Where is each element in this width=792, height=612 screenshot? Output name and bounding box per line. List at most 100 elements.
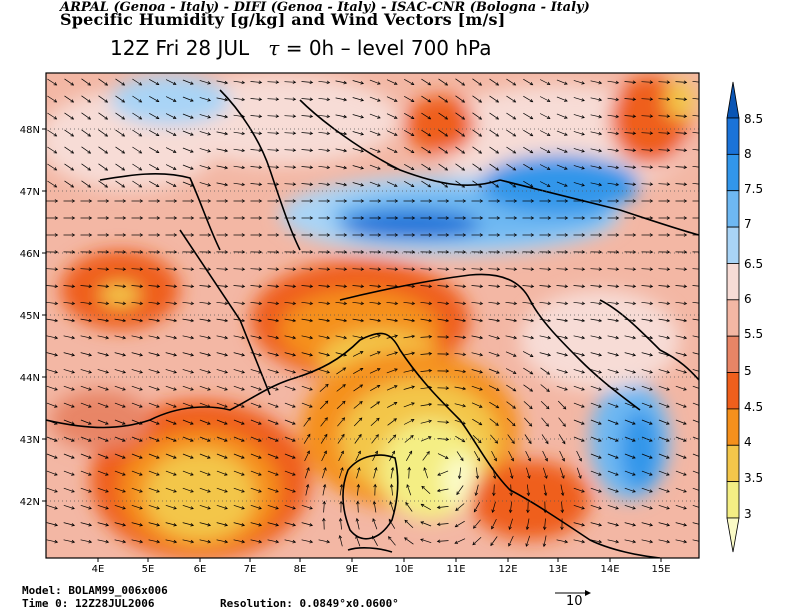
wind-arrow-head — [309, 182, 314, 187]
wind-arrow — [114, 419, 126, 425]
wind-arrow-head — [139, 489, 143, 493]
wind-arrow — [148, 504, 160, 510]
wind-arrow — [46, 268, 58, 270]
wind-arrow-head — [156, 523, 161, 527]
wind-arrow-head — [649, 148, 654, 152]
wind-arrow-head — [666, 216, 671, 220]
wind-arrow — [506, 163, 516, 171]
wind-arrow — [131, 522, 143, 526]
wind-arrow-head — [88, 523, 93, 527]
wind-arrow-head — [139, 335, 144, 340]
wind-arrow-head — [105, 539, 110, 544]
wind-arrow — [624, 285, 636, 287]
wind-arrow — [233, 165, 245, 169]
wind-arrow — [471, 268, 483, 270]
wind-arrow — [267, 166, 279, 168]
wind-arrow-head — [326, 114, 331, 119]
wind-arrow — [165, 79, 177, 85]
coastlines — [46, 89, 699, 558]
wind-arrow-head — [275, 131, 280, 135]
wind-arrow — [165, 285, 177, 287]
wind-arrow-head — [649, 182, 654, 186]
wind-arrow-head — [393, 183, 398, 187]
colorbar-swatch — [726, 153, 740, 192]
wind-arrow-head — [309, 199, 314, 203]
wind-arrow-head — [309, 148, 314, 153]
wind-arrow-head — [388, 536, 392, 540]
wind-arrow-head — [394, 334, 399, 338]
wind-arrow-head — [410, 419, 415, 423]
wind-arrow — [352, 318, 364, 322]
wind-arrow — [675, 98, 687, 100]
wind-arrow — [182, 504, 194, 510]
wind-arrow — [80, 522, 92, 526]
wind-arrow — [641, 301, 653, 305]
wind-arrow-head — [275, 182, 280, 186]
wind-arrow — [692, 165, 699, 168]
wind-arrow-head — [496, 318, 501, 323]
wind-arrow-head — [461, 184, 466, 188]
wind-arrow — [216, 352, 228, 356]
wind-arrow-head — [275, 165, 280, 169]
wind-arrow-head — [529, 167, 534, 171]
wind-arrow — [250, 115, 262, 117]
wind-arrow — [267, 522, 279, 526]
wind-arrow — [148, 352, 160, 356]
wind-arrow — [472, 537, 482, 545]
wind-arrow — [472, 435, 482, 443]
wind-arrow — [131, 301, 143, 305]
wind-arrow-head — [139, 318, 144, 323]
wind-arrow-head — [377, 233, 382, 237]
wind-arrow-head — [105, 318, 110, 323]
lat-label: 48N — [20, 125, 40, 136]
wind-arrow-head — [547, 233, 552, 237]
wind-arrow-head — [377, 199, 382, 203]
wind-arrow — [422, 451, 430, 461]
wind-arrow — [624, 352, 636, 356]
wind-arrow — [658, 268, 670, 270]
wind-arrow-head — [649, 216, 654, 220]
wind-arrow — [388, 536, 396, 546]
wind-arrow — [522, 268, 534, 270]
wind-arrow-head — [275, 404, 279, 408]
wind-arrow — [250, 268, 262, 270]
wind-arrow-head — [649, 301, 654, 306]
wind-arrow-head — [360, 284, 365, 289]
wind-arrow-head — [121, 167, 126, 171]
wind-arrow — [47, 95, 57, 103]
wind-arrow-head — [54, 318, 59, 323]
wind-arrow-head — [598, 506, 602, 510]
wind-arrow-head — [54, 284, 59, 289]
wind-arrow — [658, 369, 670, 373]
wind-arrow-head — [615, 131, 620, 136]
wind-arrow-head — [326, 165, 331, 170]
wind-arrow — [335, 80, 347, 84]
wind-arrow-head — [683, 489, 687, 493]
wind-arrow-head — [391, 450, 395, 455]
wind-arrow-head — [598, 472, 602, 476]
colorbar-label: 3 — [744, 507, 752, 521]
wind-arrow — [284, 352, 296, 356]
wind-arrow-head — [54, 506, 58, 510]
wind-arrow — [182, 79, 194, 85]
wind-arrow — [80, 453, 92, 459]
wind-arrow — [641, 369, 653, 373]
wind-arrow — [301, 268, 313, 270]
wind-arrow-head — [307, 417, 311, 421]
wind-arrow-head — [326, 80, 331, 85]
wind-arrow — [492, 501, 496, 513]
wind-arrow-head — [683, 250, 688, 254]
wind-arrow-head — [122, 438, 126, 442]
wind-arrow-head — [632, 199, 637, 203]
wind-arrow-head — [340, 467, 344, 471]
wind-arrow — [233, 402, 245, 408]
wind-arrow-head — [224, 387, 228, 391]
wind-arrow-head — [122, 404, 126, 408]
wind-arrow-head — [411, 318, 416, 323]
wind-arrow — [322, 484, 326, 496]
wind-arrow — [97, 522, 109, 526]
wind-arrow — [131, 385, 143, 391]
wind-arrow — [149, 78, 159, 86]
wind-arrow — [607, 453, 619, 459]
wind-arrow-head — [309, 233, 314, 237]
